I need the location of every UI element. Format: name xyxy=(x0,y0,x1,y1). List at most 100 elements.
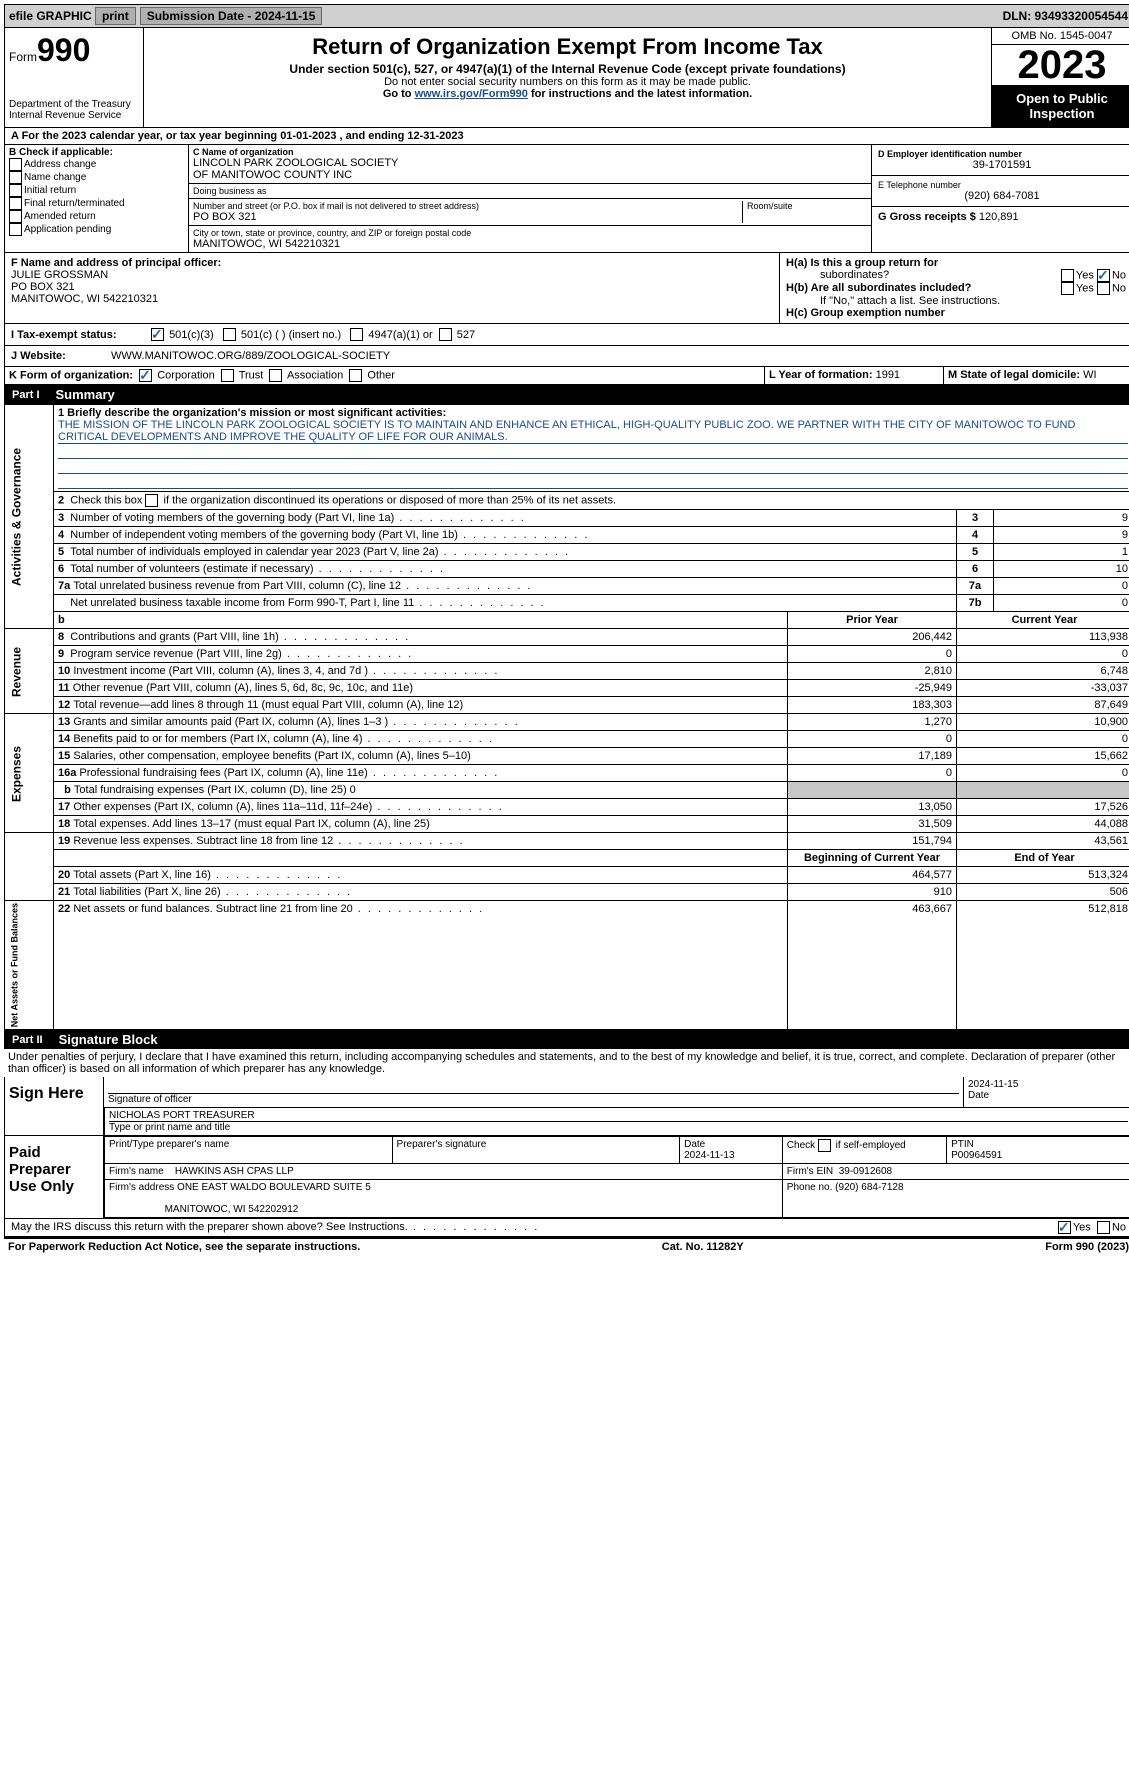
cb-assoc[interactable] xyxy=(269,369,282,382)
print-button[interactable]: print xyxy=(95,7,136,25)
exp-18-c: 44,088 xyxy=(957,816,1129,833)
val-3: 9 xyxy=(994,510,1129,527)
irs-link[interactable]: www.irs.gov/Form990 xyxy=(415,88,528,100)
rev-11-c: -33,037 xyxy=(957,680,1129,697)
signature-block: Sign Here Signature of officer 2024-11-1… xyxy=(4,1077,1129,1136)
sig-date-value: 2024-11-15 xyxy=(968,1079,1128,1090)
firm-addr-label: Firm's address xyxy=(109,1182,174,1193)
vlabel-revenue: Revenue xyxy=(5,629,54,714)
sig-officer-label: Signature of officer xyxy=(108,1094,959,1105)
hb-yesno: Yes No xyxy=(1061,282,1126,295)
preparer-table: Print/Type preparer's name Preparer's si… xyxy=(104,1136,1129,1218)
box-7a: 7a xyxy=(957,578,994,595)
gov-line-6: 6 Total number of volunteers (estimate i… xyxy=(54,561,957,578)
form-990-number: 990 xyxy=(37,32,90,68)
gov-line-5: 5 Total number of individuals employed i… xyxy=(54,544,957,561)
form-header: Form990 Department of the Treasury Inter… xyxy=(4,28,1129,128)
cb-name-change[interactable]: Name change xyxy=(9,171,184,184)
header-sub3: Go to www.irs.gov/Form990 for instructio… xyxy=(148,88,987,100)
dept-treasury: Department of the Treasury xyxy=(9,99,139,110)
dln-label: DLN: 93493320054544 xyxy=(1003,9,1128,23)
officer-name: JULIE GROSSMAN xyxy=(11,269,773,281)
cb-final-return[interactable]: Final return/terminated xyxy=(9,197,184,210)
cb-501c[interactable] xyxy=(223,328,236,341)
discuss-no-cb[interactable] xyxy=(1097,1221,1110,1234)
exp-17-c: 17,526 xyxy=(957,799,1129,816)
firm-name-cell: Firm's name HAWKINS ASH CPAS LLP xyxy=(105,1164,783,1180)
ptin-value: P00964591 xyxy=(951,1150,1127,1161)
officer-typed-name: NICHOLAS PORT TREASURER xyxy=(109,1110,1128,1122)
rev-9-p: 0 xyxy=(788,646,957,663)
exp-line-16b: b Total fundraising expenses (Part IX, c… xyxy=(54,782,788,799)
rev-line-9: 9 Program service revenue (Part VIII, li… xyxy=(54,646,788,663)
ha-no-cb[interactable] xyxy=(1097,269,1110,282)
hb-note: If "No," attach a list. See instructions… xyxy=(786,295,1126,307)
prep-sig-cell: Preparer's signature xyxy=(392,1137,680,1164)
cb-corp[interactable] xyxy=(139,369,152,382)
room-label: Room/suite xyxy=(747,201,867,211)
mission-blank-3 xyxy=(58,474,1128,489)
box-5: 5 xyxy=(957,544,994,561)
col-c-org-info: C Name of organization LINCOLN PARK ZOOL… xyxy=(189,145,871,252)
discuss-yes-cb[interactable] xyxy=(1058,1221,1071,1234)
officer-street: PO BOX 321 xyxy=(11,281,773,293)
rev-line-8: 8 Contributions and grants (Part VIII, l… xyxy=(54,629,788,646)
exp-line-16a: 16a Professional fundraising fees (Part … xyxy=(54,765,788,782)
vlabel-net-overlap xyxy=(5,833,54,901)
val-4: 9 xyxy=(994,527,1129,544)
vlabel-governance: Activities & Governance xyxy=(5,405,54,629)
principal-officer: F Name and address of principal officer:… xyxy=(5,253,780,323)
l-year: L Year of formation: 1991 xyxy=(765,367,944,384)
firm-phone-value: (920) 684-7128 xyxy=(835,1182,903,1193)
mission-blank-1 xyxy=(58,444,1128,459)
part1-title: Summary xyxy=(56,387,115,402)
firm-phone-label: Phone no. xyxy=(787,1182,833,1193)
cb-trust[interactable] xyxy=(221,369,234,382)
dba-label: Doing business as xyxy=(193,186,867,196)
hb-no-cb[interactable] xyxy=(1097,282,1110,295)
cb-4947[interactable] xyxy=(350,328,363,341)
rev-line-11: 11 Other revenue (Part VIII, column (A),… xyxy=(54,680,788,697)
form-title: Return of Organization Exempt From Incom… xyxy=(148,34,987,60)
rev-8-p: 206,442 xyxy=(788,629,957,646)
cb-initial-return[interactable]: Initial return xyxy=(9,184,184,197)
exp-line-17: 17 Other expenses (Part IX, column (A), … xyxy=(54,799,788,816)
val-5: 1 xyxy=(994,544,1129,561)
l-label: L Year of formation: xyxy=(769,369,873,381)
vlabel-expenses: Expenses xyxy=(5,714,54,833)
cb-address-change[interactable]: Address change xyxy=(9,158,184,171)
cb-app-pending[interactable]: Application pending xyxy=(9,223,184,236)
cb-527[interactable] xyxy=(439,328,452,341)
k-label: K Form of organization: xyxy=(9,369,133,381)
header-mid: Return of Organization Exempt From Incom… xyxy=(144,28,991,127)
ha-yes-cb[interactable] xyxy=(1061,269,1074,282)
exp-16a-c: 0 xyxy=(957,765,1129,782)
prep-date-cell: Date2024-11-13 xyxy=(680,1137,783,1164)
exp-14-p: 0 xyxy=(788,731,957,748)
net-line-22: 22 Net assets or fund balances. Subtract… xyxy=(54,901,788,1030)
ha-row: H(a) Is this a group return for xyxy=(786,257,1126,269)
website-row: J Website: WWW.MANITOWOC.ORG/889/ZOOLOGI… xyxy=(4,346,1129,367)
gov-line-4: 4 Number of independent voting members o… xyxy=(54,527,957,544)
footer-left: For Paperwork Reduction Act Notice, see … xyxy=(8,1241,360,1253)
exp-16b-c xyxy=(957,782,1129,799)
ptin-cell: PTINP00964591 xyxy=(947,1137,1129,1164)
phone-label: E Telephone number xyxy=(878,180,1126,190)
hb-yes-cb[interactable] xyxy=(1061,282,1074,295)
box-3: 3 xyxy=(957,510,994,527)
cb-amended-return[interactable]: Amended return xyxy=(9,210,184,223)
line1-label: 1 Briefly describe the organization's mi… xyxy=(58,407,1128,419)
submission-date: Submission Date - 2024-11-15 xyxy=(140,7,323,25)
discuss-yesno: Yes No xyxy=(1058,1221,1126,1234)
cb-other[interactable] xyxy=(349,369,362,382)
cb-self-emp[interactable] xyxy=(818,1139,831,1152)
phone-value: (920) 684-7081 xyxy=(878,190,1126,202)
cb-501c3[interactable] xyxy=(151,328,164,341)
self-emp-cell: Check if self-employed xyxy=(782,1137,946,1164)
line2-checkbox-row: 2 Check this box if the organization dis… xyxy=(54,492,1129,510)
rev-10-p: 2,810 xyxy=(788,663,957,680)
net-22-p: 463,667 xyxy=(788,901,957,1030)
cb-discontinued[interactable] xyxy=(145,494,158,507)
gov-line-3: 3 Number of voting members of the govern… xyxy=(54,510,957,527)
exp-line-15: 15 Salaries, other compensation, employe… xyxy=(54,748,788,765)
